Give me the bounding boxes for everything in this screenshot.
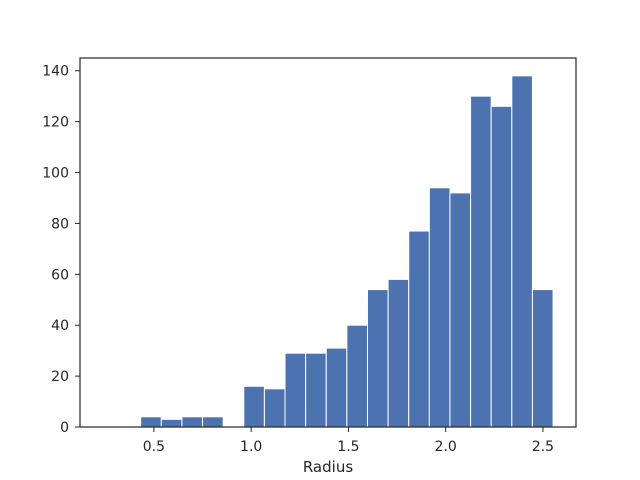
y-tick-label: 60 <box>51 267 69 283</box>
histogram-bar <box>202 416 224 428</box>
x-tick-label: 1.0 <box>240 439 262 455</box>
histogram-bar <box>284 352 307 428</box>
y-tick-label: 0 <box>60 420 69 436</box>
histogram-bar <box>181 416 204 428</box>
histogram-bar <box>346 324 368 428</box>
bars-group <box>140 75 554 428</box>
histogram-bar <box>490 105 513 428</box>
x-axis-label: Radius <box>303 458 353 476</box>
histogram-bar <box>511 75 533 428</box>
x-tick-label: 0.5 <box>143 439 165 455</box>
y-tick-label: 80 <box>51 216 69 232</box>
x-tick-label: 1.5 <box>337 439 359 455</box>
y-ticks-group: 0 20 40 60 80 100 120 140 <box>42 64 80 436</box>
histogram-bar <box>325 347 348 428</box>
y-tick-label: 100 <box>42 166 69 182</box>
histogram-bar <box>449 192 472 428</box>
histogram-bar <box>428 187 451 428</box>
histogram-bar <box>160 418 183 428</box>
plot-frame <box>79 57 577 428</box>
histogram-bar <box>140 416 162 428</box>
y-tick-label: 20 <box>51 369 69 385</box>
histogram-bar <box>531 289 554 428</box>
x-tick-label: 2.5 <box>532 439 554 455</box>
histogram-bar <box>263 388 286 428</box>
histogram-bar <box>408 230 430 428</box>
x-ticks-group: 0.5 1.0 1.5 2.0 2.5 <box>143 427 554 455</box>
y-tick-label: 40 <box>51 318 69 334</box>
histogram-bar <box>366 289 389 428</box>
histogram-bar <box>387 278 410 428</box>
histogram-bar <box>470 95 492 428</box>
y-tick-label: 140 <box>42 64 69 80</box>
x-tick-label: 2.0 <box>435 439 457 455</box>
histogram-bar <box>305 352 327 428</box>
histogram-bar <box>243 385 265 428</box>
y-tick-label: 120 <box>42 115 69 131</box>
